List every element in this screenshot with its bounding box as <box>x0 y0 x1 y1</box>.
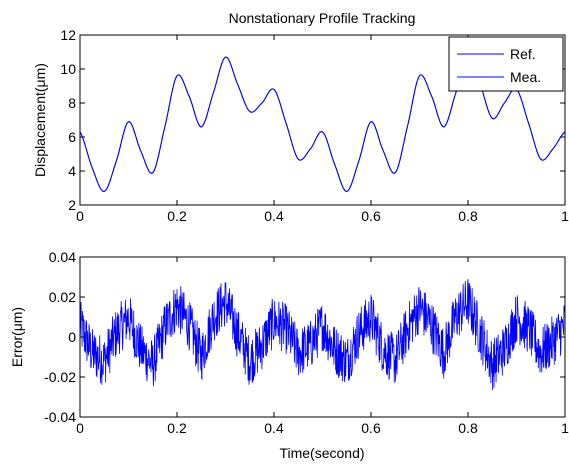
y-tick-label: 10 <box>60 61 76 77</box>
y-tick-label: -0.02 <box>44 369 76 385</box>
chart-title: Nonstationary Profile Tracking <box>229 10 416 26</box>
y-tick-label: 4 <box>68 163 76 179</box>
legend-box <box>448 36 564 92</box>
y-tick-label: 0.04 <box>49 249 76 265</box>
y-axis-label: Displacement(μm) <box>32 63 48 177</box>
y-tick-label: 8 <box>68 95 76 111</box>
x-tick-label: 1 <box>561 420 569 436</box>
y-tick-label: -0.04 <box>44 409 76 425</box>
x-tick-label: 0 <box>76 420 84 436</box>
x-axis-label: Time(second) <box>279 445 364 461</box>
y-tick-label: 2 <box>68 197 76 213</box>
x-tick-label: 0.2 <box>167 208 187 224</box>
x-tick-label: 0.6 <box>361 420 381 436</box>
y-axis-label: Error(μm) <box>9 307 25 367</box>
series-line-error <box>79 279 566 390</box>
bottom-ticks: 0 0.2 0.4 0.6 0.8 1 -0.04 -0.02 0 0.02 0.04 <box>44 249 569 436</box>
x-tick-label: 0.6 <box>361 208 381 224</box>
x-tick-label: 0.2 <box>167 420 187 436</box>
top-series <box>79 56 566 192</box>
legend-label-ref: Ref. <box>510 46 536 62</box>
y-tick-label: 12 <box>60 27 76 43</box>
legend-label-mea: Mea. <box>510 69 541 85</box>
bottom-plot: Error(μm) Time(second) 0 0.2 0.4 0.6 0.8 1 -0.… <box>9 249 569 461</box>
x-tick-label: 0.8 <box>458 208 478 224</box>
x-tick-label: 0.4 <box>264 208 284 224</box>
x-tick-label: 0.4 <box>264 420 284 436</box>
y-tick-label: 0 <box>68 329 76 345</box>
plot-frame <box>79 256 566 418</box>
x-tick-label: 0 <box>76 208 84 224</box>
y-tick-label: 0.02 <box>49 289 76 305</box>
bottom-series <box>79 279 566 390</box>
series-line-mea <box>79 56 566 192</box>
legend: Ref. Mea. <box>448 36 564 92</box>
x-tick-label: 1 <box>561 208 569 224</box>
x-tick-label: 0.8 <box>458 420 478 436</box>
y-tick-label: 6 <box>68 129 76 145</box>
top-plot: Nonstationary Profile Tracking Displacem… <box>32 10 569 224</box>
plot-frame <box>79 34 566 206</box>
